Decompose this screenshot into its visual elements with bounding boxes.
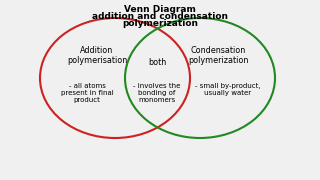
- Text: - all atoms
present in final
product: - all atoms present in final product: [60, 83, 113, 103]
- Text: Venn Diagram: Venn Diagram: [124, 5, 196, 14]
- Text: addition and condensation: addition and condensation: [92, 12, 228, 21]
- Text: - small by-product,
usually water: - small by-product, usually water: [195, 83, 261, 96]
- Text: polymerization: polymerization: [122, 19, 198, 28]
- Text: Addition
polymerisation: Addition polymerisation: [67, 46, 127, 65]
- Text: Condensation
polymerization: Condensation polymerization: [188, 46, 248, 65]
- Text: - involves the
bonding of
monomers: - involves the bonding of monomers: [133, 83, 181, 103]
- Text: both: both: [148, 58, 166, 67]
